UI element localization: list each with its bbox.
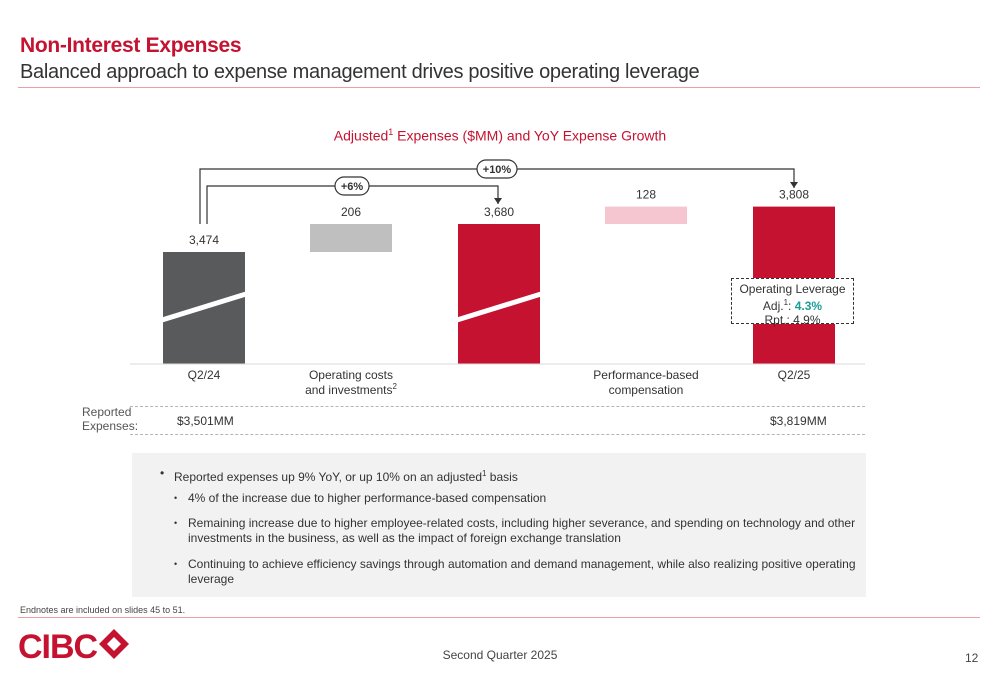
sub-bullet-item: Continuing to achieve efficiency savings… (174, 557, 856, 587)
adj-footnote: 1 (783, 298, 789, 307)
adj-label: Adj. (762, 299, 784, 313)
bullet-text: leverage (188, 572, 235, 586)
data-label: 206 (341, 205, 361, 219)
chart-title-footnote: 1 (388, 127, 394, 137)
reported-q2-25: $3,819MM (770, 414, 827, 428)
operating-leverage-reported: Rpt.: 4.9% (764, 313, 821, 327)
category-label: Performance-based (593, 368, 698, 382)
operating-leverage-title: Operating Leverage (739, 282, 846, 296)
logo-diamond-inner (107, 637, 121, 651)
chart-title: Adjusted1 Expenses ($MM) and YoY Expense… (0, 127, 1000, 144)
cibc-logo: CIBC (18, 628, 129, 665)
reported-label-line2: Expenses: (82, 419, 139, 433)
growth-label: +6% (341, 181, 364, 193)
page-subtitle: Balanced approach to expense management … (20, 61, 700, 83)
endnote: Endnotes are included on slides 45 to 51… (20, 605, 186, 615)
data-label: 3,680 (484, 205, 514, 219)
adj-value: 4.3% (794, 299, 823, 313)
footer-divider (18, 617, 980, 618)
growth-badge (334, 176, 370, 196)
bar (605, 206, 687, 224)
reported-label-line1: Reported (82, 405, 132, 419)
operating-leverage-box: Operating Leverage Adj.1: 4.3% Rpt.: 4.9… (731, 278, 854, 327)
arrow-head-icon (494, 198, 502, 204)
axis-break-mark (456, 291, 542, 323)
category-label: Q2/24 (188, 368, 221, 382)
chart-title-rest: Expenses ($MM) and YoY Expense Growth (393, 127, 667, 144)
arrow-head-icon (790, 182, 798, 188)
chart-title-main: Adjusted (333, 127, 389, 144)
bullet-footnote: 1 (482, 469, 487, 478)
sub-bullet-item: 4% of the increase due to higher perform… (174, 491, 546, 506)
reported-q2-24: $3,501MM (177, 414, 234, 428)
bullet-text: basis (486, 470, 518, 484)
commentary-box: Reported expenses up 9% YoY, or up 10% o… (132, 453, 866, 597)
data-label: 3,808 (779, 188, 809, 202)
operating-leverage-adjusted: Adj.1: 4.3% (732, 296, 853, 313)
footer-quarter: Second Quarter 2025 (442, 648, 558, 662)
bullet-text: Continuing to achieve efficiency savings… (188, 557, 856, 571)
bar (458, 224, 540, 364)
bullet-text: investments in the business, as well as … (188, 531, 621, 545)
category-label: Operating costs (309, 368, 393, 382)
page-number: 12 (965, 651, 979, 665)
sub-bullet-item: Remaining increase due to higher employe… (174, 516, 856, 546)
category-label: Q2/25 (778, 368, 811, 382)
bullet-text: Remaining increase due to higher employe… (188, 516, 856, 530)
category-label: and investments2 (305, 382, 397, 397)
bar (310, 224, 392, 252)
adj-colon: : (788, 299, 795, 313)
header-divider (18, 87, 980, 88)
waterfall-chart: +6% +10% 3,474 206 3,680 128 3,808 Q2/24 Opera… (130, 159, 865, 397)
bullet-item: Reported expenses up 9% YoY, or up 10% o… (160, 466, 518, 485)
data-label: 128 (636, 188, 656, 202)
reported-expenses-label: Reported Expenses: (82, 405, 138, 433)
growth-badge (476, 159, 518, 179)
reported-bottom-divider (130, 434, 865, 435)
growth-label: +10% (483, 164, 512, 176)
bullet-text: Reported expenses up 9% YoY, or up 10% o… (174, 470, 483, 484)
logo-wordmark: CIBC (18, 628, 98, 665)
reported-top-divider (130, 406, 865, 407)
category-label: compensation (609, 383, 684, 397)
axis-break-mark (161, 291, 247, 323)
page-title: Non-Interest Expenses (20, 34, 242, 57)
data-label: 3,474 (189, 233, 219, 247)
